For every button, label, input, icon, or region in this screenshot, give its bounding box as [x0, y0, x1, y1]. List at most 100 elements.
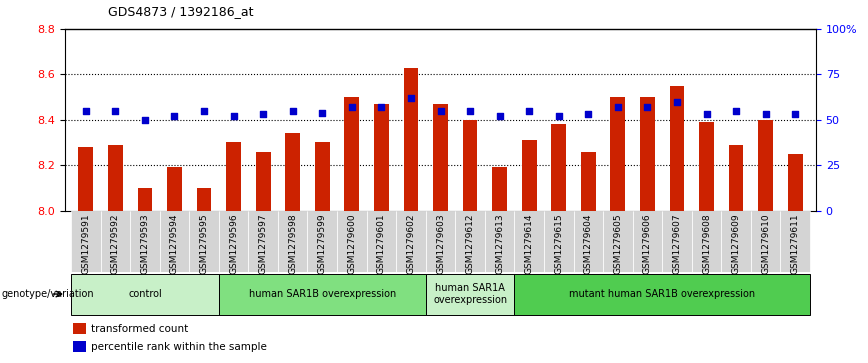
Point: [433, 108, 447, 114]
Text: GSM1279598: GSM1279598: [288, 213, 297, 274]
Text: GSM1279602: GSM1279602: [406, 213, 416, 274]
Text: human SAR1A
overexpression: human SAR1A overexpression: [433, 283, 507, 305]
Text: GSM1279607: GSM1279607: [673, 213, 681, 274]
Point: [611, 104, 625, 110]
Bar: [337, 211, 366, 272]
Bar: [73, 341, 86, 352]
Point: [227, 113, 240, 119]
Point: [788, 111, 802, 117]
Bar: [788, 154, 803, 211]
Bar: [463, 120, 477, 211]
Bar: [130, 211, 160, 272]
Text: GSM1279610: GSM1279610: [761, 213, 770, 274]
Bar: [492, 167, 507, 211]
Text: transformed count: transformed count: [91, 324, 188, 334]
Point: [493, 113, 507, 119]
Point: [138, 117, 152, 123]
Bar: [160, 211, 189, 272]
Point: [256, 111, 270, 117]
Bar: [633, 211, 662, 272]
Bar: [603, 211, 633, 272]
Bar: [456, 211, 485, 272]
Bar: [404, 68, 418, 211]
Text: GSM1279591: GSM1279591: [82, 213, 90, 274]
Bar: [286, 134, 300, 211]
Text: GSM1279608: GSM1279608: [702, 213, 711, 274]
Point: [168, 113, 181, 119]
Text: GSM1279605: GSM1279605: [614, 213, 622, 274]
Text: GSM1279609: GSM1279609: [732, 213, 740, 274]
Point: [315, 110, 329, 115]
Bar: [315, 142, 330, 211]
Bar: [721, 211, 751, 272]
Text: GSM1279594: GSM1279594: [170, 213, 179, 274]
Text: percentile rank within the sample: percentile rank within the sample: [91, 342, 267, 352]
Point: [197, 108, 211, 114]
Point: [759, 111, 773, 117]
Bar: [551, 124, 566, 211]
Bar: [433, 104, 448, 211]
Bar: [610, 97, 625, 211]
Bar: [581, 152, 595, 211]
Point: [345, 104, 358, 110]
Text: human SAR1B overexpression: human SAR1B overexpression: [248, 289, 396, 299]
Bar: [374, 104, 389, 211]
Bar: [219, 274, 425, 314]
Point: [700, 111, 713, 117]
Bar: [366, 211, 396, 272]
Point: [582, 111, 595, 117]
Text: control: control: [128, 289, 161, 299]
Bar: [137, 188, 152, 211]
Text: genotype/variation: genotype/variation: [2, 289, 95, 299]
Bar: [544, 211, 574, 272]
Point: [286, 108, 299, 114]
Bar: [278, 211, 307, 272]
Bar: [78, 147, 93, 211]
Text: GSM1279596: GSM1279596: [229, 213, 238, 274]
Text: GSM1279613: GSM1279613: [495, 213, 504, 274]
Point: [108, 108, 122, 114]
Text: GSM1279592: GSM1279592: [111, 213, 120, 274]
Point: [670, 99, 684, 105]
Point: [404, 95, 418, 101]
Bar: [780, 211, 810, 272]
Bar: [219, 211, 248, 272]
Point: [729, 108, 743, 114]
Bar: [729, 145, 744, 211]
Bar: [189, 211, 219, 272]
Text: GSM1279597: GSM1279597: [259, 213, 267, 274]
Bar: [640, 97, 654, 211]
Point: [523, 108, 536, 114]
Bar: [751, 211, 780, 272]
Bar: [522, 140, 536, 211]
Text: GSM1279601: GSM1279601: [377, 213, 386, 274]
Bar: [227, 142, 241, 211]
Text: GSM1279593: GSM1279593: [141, 213, 149, 274]
Bar: [425, 211, 456, 272]
Bar: [515, 274, 810, 314]
Bar: [256, 152, 271, 211]
Bar: [692, 211, 721, 272]
Text: GSM1279595: GSM1279595: [200, 213, 208, 274]
Text: GSM1279611: GSM1279611: [791, 213, 799, 274]
Point: [79, 108, 93, 114]
Bar: [662, 211, 692, 272]
Text: GSM1279615: GSM1279615: [555, 213, 563, 274]
Bar: [71, 211, 101, 272]
Text: mutant human SAR1B overexpression: mutant human SAR1B overexpression: [569, 289, 755, 299]
Bar: [73, 323, 86, 334]
Text: GSM1279599: GSM1279599: [318, 213, 326, 274]
Bar: [71, 274, 219, 314]
Point: [374, 104, 388, 110]
Text: GSM1279614: GSM1279614: [524, 213, 534, 274]
Point: [552, 113, 566, 119]
Text: GDS4873 / 1392186_at: GDS4873 / 1392186_at: [108, 5, 254, 18]
Bar: [197, 188, 212, 211]
Bar: [669, 86, 684, 211]
Bar: [101, 211, 130, 272]
Bar: [396, 211, 425, 272]
Bar: [699, 122, 714, 211]
Bar: [248, 211, 278, 272]
Text: GSM1279603: GSM1279603: [436, 213, 445, 274]
Point: [641, 104, 654, 110]
